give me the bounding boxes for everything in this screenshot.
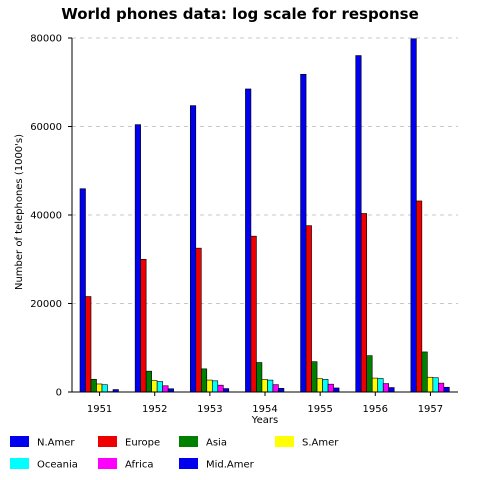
- x-tick-label: 1954: [252, 404, 277, 415]
- bar: [371, 377, 379, 393]
- bar: [222, 388, 230, 393]
- bar: [145, 370, 152, 393]
- bar: [322, 379, 329, 393]
- bar: [416, 200, 423, 393]
- bar: [156, 381, 163, 393]
- bar: [305, 225, 312, 393]
- bar: [245, 88, 252, 393]
- bar: [151, 380, 158, 393]
- bar: [162, 385, 169, 393]
- bar: [140, 258, 147, 393]
- bar: [311, 361, 318, 393]
- legend-swatch: [179, 436, 198, 447]
- bar: [256, 362, 263, 393]
- x-axis-label: Years: [251, 415, 278, 426]
- chart-title: World phones data: log scale for respons…: [61, 5, 419, 23]
- x-tick-label: 1953: [197, 404, 222, 415]
- legend-swatch: [179, 458, 198, 469]
- bar: [278, 388, 285, 393]
- bar: [195, 247, 202, 393]
- y-tick-label: 20000: [30, 299, 62, 310]
- x-tick-label: 1952: [142, 404, 167, 415]
- bar: [267, 379, 274, 393]
- bar: [366, 355, 373, 393]
- bar: [200, 368, 208, 393]
- bar: [427, 376, 434, 393]
- grid: [72, 37, 458, 304]
- bar: [316, 378, 323, 393]
- bar: [250, 235, 257, 393]
- legend-swatch: [275, 436, 294, 447]
- legend-swatch: [10, 436, 29, 447]
- legend-label: Africa: [125, 460, 154, 471]
- bar: [443, 386, 450, 393]
- legend-swatch: [98, 458, 117, 469]
- bar: [261, 379, 268, 393]
- bar: [206, 379, 213, 393]
- bar: [85, 296, 92, 393]
- bar: [438, 382, 445, 393]
- x-tick-label: 1951: [87, 404, 112, 415]
- bar: [327, 383, 334, 393]
- bar: [96, 383, 103, 393]
- bar: [333, 387, 340, 393]
- legend-label: Oceania: [37, 460, 78, 471]
- y-tick-label: 0: [56, 388, 62, 399]
- legend-label: N.Amer: [37, 438, 75, 449]
- bar: [382, 383, 390, 393]
- bar: [90, 378, 97, 393]
- bar: [377, 378, 384, 393]
- legend-label: Asia: [206, 438, 227, 449]
- legend-swatch: [98, 436, 117, 447]
- y-axis-label: Number of telephones (1000's): [14, 134, 25, 290]
- bar: [355, 55, 362, 393]
- bar: [217, 384, 224, 393]
- bar: [300, 73, 307, 393]
- y-tick-label: 40000: [30, 211, 62, 222]
- legend-label: S.Amer: [302, 438, 339, 449]
- axes: 0 20000 40000 60000 80000 1951 1952 1953 1954 195…: [30, 34, 458, 415]
- y-tick-label: 60000: [30, 122, 62, 133]
- bar: [189, 105, 197, 393]
- y-tick-label: 80000: [30, 34, 62, 45]
- bar: [388, 387, 395, 393]
- bar: [272, 384, 279, 393]
- x-tick-label: 1956: [363, 404, 388, 415]
- bar: [432, 377, 439, 393]
- legend-label: Europe: [125, 438, 160, 449]
- legend: N.Amer Europe Asia S.Amer Oceania Africa Mid.A…: [10, 436, 339, 471]
- x-tick-label: 1955: [307, 404, 332, 415]
- bars: [79, 38, 450, 393]
- bar: [410, 38, 417, 393]
- x-tick-label: 1957: [418, 404, 443, 415]
- bar: [421, 351, 428, 393]
- bar: [134, 124, 141, 393]
- bar: [211, 380, 219, 393]
- bar: [79, 188, 86, 393]
- bar: [101, 384, 108, 393]
- bar: [360, 213, 368, 393]
- legend-swatch: [10, 458, 29, 469]
- legend-label: Mid.Amer: [206, 460, 255, 471]
